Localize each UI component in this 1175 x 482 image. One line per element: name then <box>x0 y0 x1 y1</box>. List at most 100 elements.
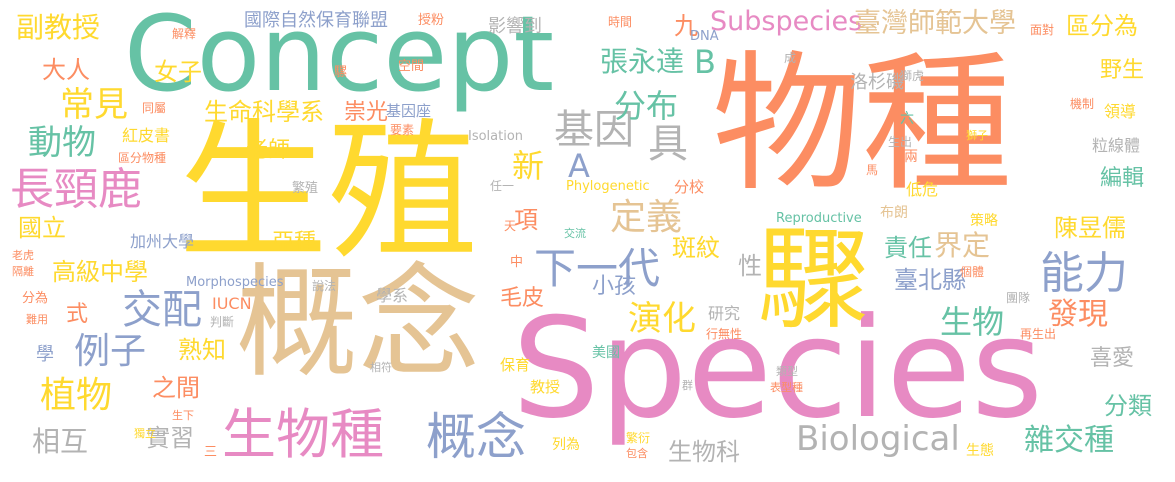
word: 具 <box>648 121 688 167</box>
word: 解釋 <box>172 27 197 41</box>
word: 區分為 <box>1066 12 1138 40</box>
word: 六 <box>900 111 914 127</box>
word: 實習 <box>146 424 194 452</box>
word: Concept <box>124 0 555 115</box>
word: 喜愛 <box>1090 346 1135 371</box>
word: 九 <box>674 12 698 40</box>
word: 野生 <box>1100 58 1145 83</box>
word: 交配 <box>122 287 202 333</box>
word: 例子 <box>74 331 147 372</box>
word: 生態 <box>966 443 994 459</box>
word: 馬 <box>866 163 879 177</box>
word: Biological <box>796 419 960 459</box>
word: Reproductive <box>776 211 862 226</box>
word: 列為 <box>552 437 580 453</box>
word: 物種 <box>712 38 1013 212</box>
word: 生物種 <box>222 403 384 466</box>
word: Isolation <box>468 129 524 144</box>
word: 保育 <box>500 356 531 374</box>
word: 基因座 <box>386 102 432 120</box>
word: 能力 <box>1040 248 1128 299</box>
word: 雜交種 <box>1024 423 1114 458</box>
word: 獨立 <box>134 427 156 440</box>
word: 生殖 <box>178 106 479 280</box>
word: 相符 <box>370 361 392 374</box>
word: 低危 <box>906 180 939 199</box>
word: 加州大學 <box>130 232 195 251</box>
word: 亞種 <box>272 230 317 255</box>
word: 策略 <box>970 213 998 229</box>
word: 研究 <box>708 304 741 323</box>
word: 學 <box>36 344 54 365</box>
word: 老虎 <box>12 249 34 262</box>
word: 騾 <box>334 65 348 80</box>
word: 臺灣師範大學 <box>854 8 1016 39</box>
word: 毛皮 <box>500 286 545 311</box>
word: 分校 <box>674 178 705 196</box>
word: 學系 <box>376 286 409 305</box>
word: 國立 <box>18 214 66 242</box>
word: 式 <box>66 302 89 327</box>
word: 陳昱儒 <box>1054 214 1126 242</box>
word: 新 <box>512 147 545 185</box>
word: 生出 <box>888 135 913 149</box>
word: 界定 <box>934 229 991 262</box>
word: 同屬 <box>142 101 167 115</box>
word: 成 <box>784 51 797 65</box>
word: Subspecies <box>710 6 863 37</box>
word: 團隊 <box>1006 291 1031 305</box>
word: Phylogenetic <box>566 179 650 194</box>
word: 責任 <box>884 234 932 262</box>
word: 生命科學系 <box>204 98 324 126</box>
word: 區分物種 <box>118 151 167 165</box>
word: 三 <box>204 445 218 460</box>
word: 洛杉磯 <box>850 72 904 93</box>
word: 隔離 <box>12 265 34 278</box>
word: 副教授 <box>16 11 101 44</box>
word: 面對 <box>1030 23 1055 37</box>
word: 分布 <box>614 87 679 125</box>
word: 動物 <box>28 123 96 163</box>
word: IUCN <box>212 294 252 313</box>
word: 女子 <box>154 58 202 86</box>
word: 領導 <box>1104 102 1137 121</box>
word: 粒線體 <box>1092 136 1141 155</box>
word: 要素 <box>390 123 415 137</box>
word: 交流 <box>564 227 586 240</box>
word: 生下 <box>172 409 194 422</box>
word: 之間 <box>152 374 200 402</box>
word: 判斷 <box>210 315 235 329</box>
word: 高級中學 <box>52 258 148 286</box>
word: 熟知 <box>178 336 226 364</box>
word: 發現 <box>1048 297 1108 332</box>
word: B <box>694 43 716 81</box>
word: 繁殖 <box>292 181 319 196</box>
word: 性 <box>738 252 762 280</box>
word: 張永達 <box>600 45 685 78</box>
word: 授粉 <box>418 13 445 28</box>
word: 相互 <box>32 425 89 458</box>
word: 國際自然保育聯盟 <box>244 10 388 31</box>
word: 概念 <box>236 252 480 394</box>
word: 生物 <box>940 303 1005 341</box>
word: 個體 <box>960 265 985 279</box>
word: 繁衍 <box>626 431 651 445</box>
word: 時間 <box>608 15 633 29</box>
word: 編輯 <box>1100 166 1145 191</box>
word: 難用 <box>26 313 48 326</box>
word: 美國 <box>592 345 620 361</box>
word: 大人 <box>42 56 90 84</box>
word: 斑紋 <box>672 234 720 262</box>
word: 小孩 <box>592 274 637 299</box>
word: 影響到 <box>488 16 542 37</box>
word: 項 <box>514 206 538 234</box>
word: 崇光 <box>344 100 389 125</box>
word: 驟 <box>757 215 869 345</box>
word: 分為 <box>22 291 49 306</box>
word: 群 <box>682 379 693 392</box>
word: A <box>568 147 590 185</box>
word: 概念 <box>426 408 526 466</box>
word: 老師 <box>246 138 291 163</box>
word: 中 <box>510 255 524 270</box>
